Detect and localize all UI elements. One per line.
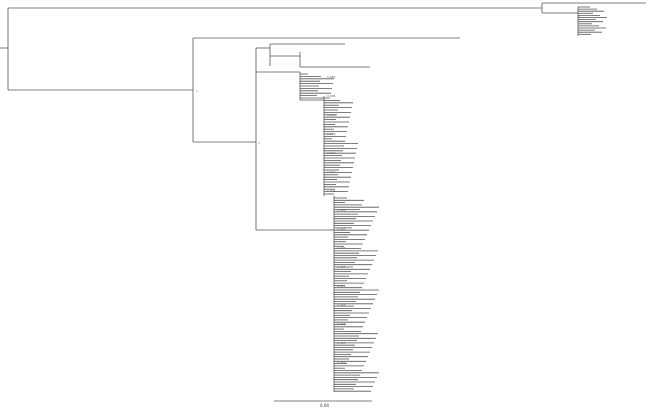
node-support-label: 0.997 (337, 265, 346, 269)
scale-bar-label: 0.04 (320, 403, 329, 408)
node-support-label: 0.998 (327, 132, 336, 136)
node-support-label: 0.821 (337, 284, 346, 288)
node-support-label: 0.994 (327, 170, 336, 174)
node-support-label: 0.993 (337, 246, 346, 250)
node-support-label: 0.999 (337, 208, 346, 212)
main-clade-support-label: 1 (258, 141, 260, 145)
root-support-label: 1 (196, 89, 198, 93)
outgroup-support-label: 1 (578, 15, 580, 19)
node-support-label: 0.981 (337, 360, 346, 364)
node-support-label: 0.995 (327, 94, 336, 98)
support-labels: 0.985 0.995 0.999 0.998 0.996 0.994 0.934 0.999… (327, 75, 346, 364)
node-support-label: 0.996 (327, 151, 336, 155)
node-support-label: 0.985 (327, 75, 336, 79)
leaf-branches (300, 6, 607, 392)
node-support-label: 0.996 (337, 303, 346, 307)
node-support-label: 0.934 (327, 189, 336, 193)
node-support-label: 0.998 (337, 322, 346, 326)
node-support-label: 0.999 (327, 113, 336, 117)
node-support-label: 0.995 (337, 227, 346, 231)
node-support-label: 0.987 (337, 341, 346, 345)
